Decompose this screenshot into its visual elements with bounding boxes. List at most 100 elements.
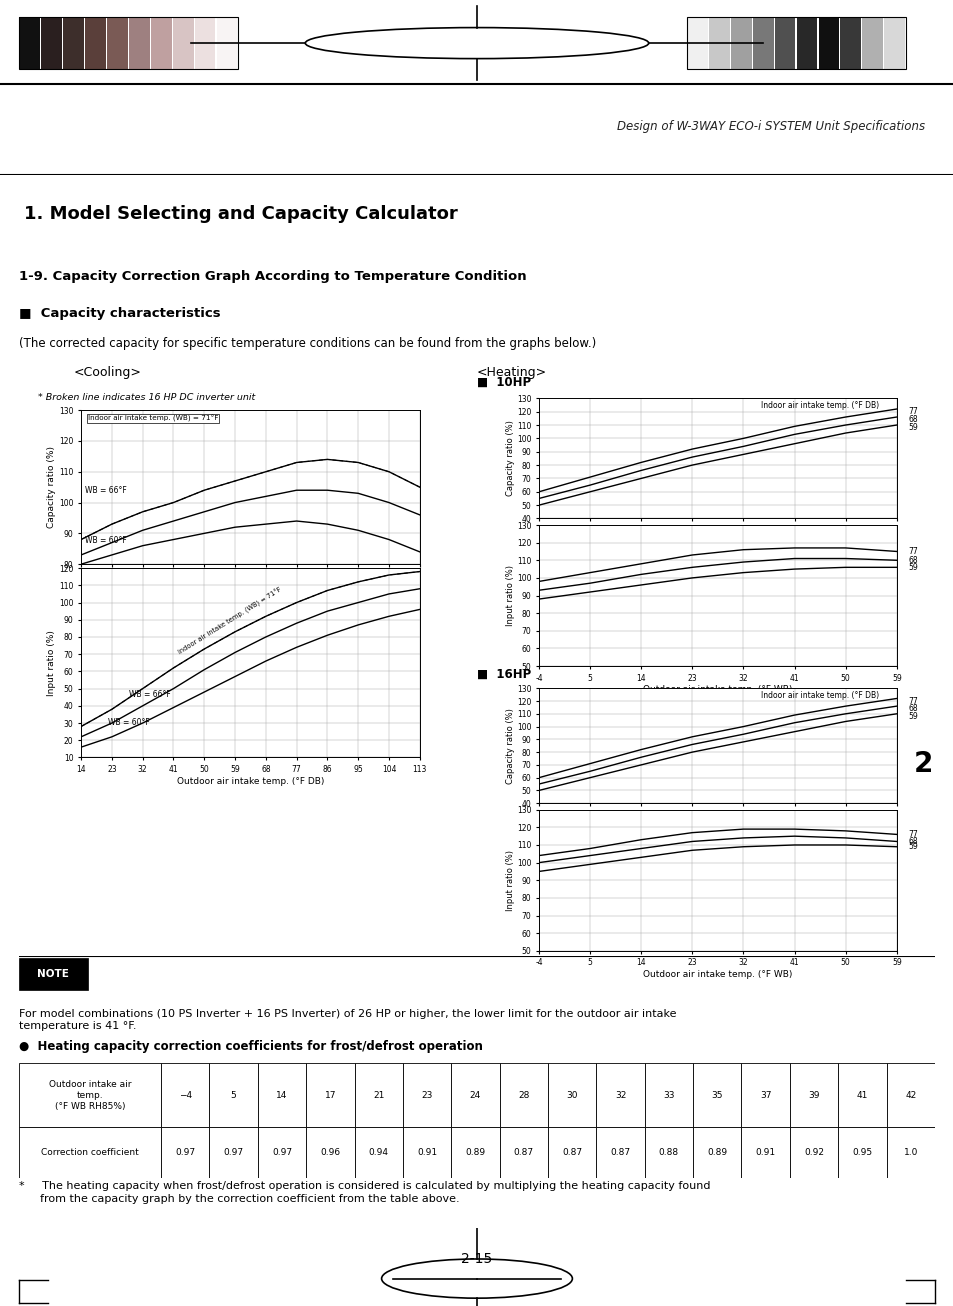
Text: 42: 42 [904, 1091, 916, 1100]
Bar [209, 1063, 257, 1127]
Bar [692, 1063, 740, 1127]
Bar [41, 17, 62, 69]
Bar [257, 1127, 306, 1178]
Bar [740, 1127, 789, 1178]
Bar [216, 17, 237, 69]
Text: 39: 39 [807, 1091, 819, 1100]
Text: 0.89: 0.89 [465, 1148, 485, 1157]
Y-axis label: Input ratio (%): Input ratio (%) [506, 565, 515, 626]
X-axis label: Outdoor air intake temp. (°F WB): Outdoor air intake temp. (°F WB) [642, 686, 792, 695]
Text: 68: 68 [907, 415, 917, 424]
Text: 0.97: 0.97 [223, 1148, 243, 1157]
Bar [402, 1127, 451, 1178]
Text: 1.0: 1.0 [902, 1148, 917, 1157]
Bar [885, 1063, 934, 1127]
Text: 41: 41 [856, 1091, 867, 1100]
Text: *     The heating capacity when frost/defrost operation is considered is calcula: * The heating capacity when frost/defros… [19, 1181, 710, 1204]
Bar [355, 1063, 402, 1127]
Text: 21: 21 [373, 1091, 384, 1100]
Bar [686, 17, 707, 69]
Text: 68: 68 [907, 556, 917, 564]
Bar [547, 1063, 596, 1127]
Text: 24: 24 [469, 1091, 480, 1100]
Text: 59: 59 [907, 563, 917, 572]
Text: 0.94: 0.94 [368, 1148, 388, 1157]
Text: 1. Model Selecting and Capacity Calculator: 1. Model Selecting and Capacity Calculat… [24, 205, 457, 223]
Text: Design of W-3WAY ECO-i SYSTEM Unit Specifications: Design of W-3WAY ECO-i SYSTEM Unit Speci… [617, 120, 924, 133]
Text: 30: 30 [566, 1091, 578, 1100]
Text: WB = 66°F: WB = 66°F [85, 486, 126, 495]
Bar [499, 1127, 547, 1178]
Text: Indoor air intake temp. (WB) = 71°F: Indoor air intake temp. (WB) = 71°F [88, 415, 218, 422]
Text: Correction coefficient: Correction coefficient [41, 1148, 139, 1157]
Text: 0.91: 0.91 [416, 1148, 436, 1157]
Bar [161, 1127, 209, 1178]
Bar [402, 1063, 451, 1127]
Text: For model combinations (10 PS Inverter + 16 PS Inverter) of 26 HP or higher, the: For model combinations (10 PS Inverter +… [19, 1010, 676, 1030]
Bar [499, 1063, 547, 1127]
Bar [257, 1063, 306, 1127]
Bar [838, 1127, 885, 1178]
Text: 0.97: 0.97 [175, 1148, 195, 1157]
X-axis label: Outdoor air intake temp. (°F WB): Outdoor air intake temp. (°F WB) [642, 970, 792, 980]
Text: −4: −4 [178, 1091, 192, 1100]
Bar [85, 17, 106, 69]
Bar [708, 17, 729, 69]
Text: 77: 77 [907, 829, 917, 838]
Bar [740, 1063, 789, 1127]
Y-axis label: Capacity ratio (%): Capacity ratio (%) [506, 708, 515, 784]
Bar [63, 17, 84, 69]
Bar [692, 1127, 740, 1178]
Text: 68: 68 [907, 704, 917, 713]
Text: ■  16HP: ■ 16HP [476, 669, 531, 680]
Bar [209, 1127, 257, 1178]
Text: 0.87: 0.87 [610, 1148, 630, 1157]
Text: 59: 59 [907, 423, 917, 432]
Text: 68: 68 [907, 837, 917, 846]
Text: <Cooling>: <Cooling> [74, 366, 142, 379]
Bar [840, 17, 861, 69]
Bar [19, 17, 40, 69]
Text: 59: 59 [907, 842, 917, 852]
Text: 0.92: 0.92 [803, 1148, 823, 1157]
Bar [19, 959, 88, 990]
Bar [19, 1063, 161, 1127]
Text: 17: 17 [324, 1091, 335, 1100]
Bar [596, 1063, 644, 1127]
Text: 2: 2 [912, 750, 932, 778]
Text: Outdoor intake air
temp.
(°F WB RH85%): Outdoor intake air temp. (°F WB RH85%) [49, 1080, 132, 1111]
Bar [862, 17, 882, 69]
Bar [789, 1127, 838, 1178]
Bar [730, 17, 751, 69]
Bar [19, 1127, 161, 1178]
Text: 5: 5 [231, 1091, 236, 1100]
Text: 33: 33 [662, 1091, 674, 1100]
Y-axis label: Capacity ratio (%): Capacity ratio (%) [47, 447, 56, 528]
Bar [355, 1127, 402, 1178]
Text: 0.97: 0.97 [272, 1148, 292, 1157]
Text: 59: 59 [907, 712, 917, 721]
Y-axis label: Input ratio (%): Input ratio (%) [47, 629, 56, 696]
Bar [644, 1063, 692, 1127]
Text: 77: 77 [907, 696, 917, 705]
Bar [752, 17, 773, 69]
Text: ■  Capacity characteristics: ■ Capacity characteristics [19, 307, 220, 320]
Y-axis label: Input ratio (%): Input ratio (%) [506, 850, 515, 910]
Bar [774, 17, 795, 69]
Bar [151, 17, 172, 69]
Bar [451, 1127, 499, 1178]
Text: 0.95: 0.95 [851, 1148, 871, 1157]
Bar [885, 1127, 934, 1178]
Text: Indoor air intake temp. (WB) = 71°F: Indoor air intake temp. (WB) = 71°F [176, 586, 282, 656]
Bar [306, 1063, 355, 1127]
Text: 0.91: 0.91 [755, 1148, 775, 1157]
Text: 28: 28 [517, 1091, 529, 1100]
Text: Indoor air intake temp. (°F DB): Indoor air intake temp. (°F DB) [760, 401, 878, 410]
Text: 23: 23 [421, 1091, 433, 1100]
Text: 1-9. Capacity Correction Graph According to Temperature Condition: 1-9. Capacity Correction Graph According… [19, 270, 526, 283]
Text: 32: 32 [614, 1091, 625, 1100]
Bar [789, 1063, 838, 1127]
Bar [644, 1127, 692, 1178]
Text: 77: 77 [907, 547, 917, 556]
Bar [686, 17, 905, 69]
